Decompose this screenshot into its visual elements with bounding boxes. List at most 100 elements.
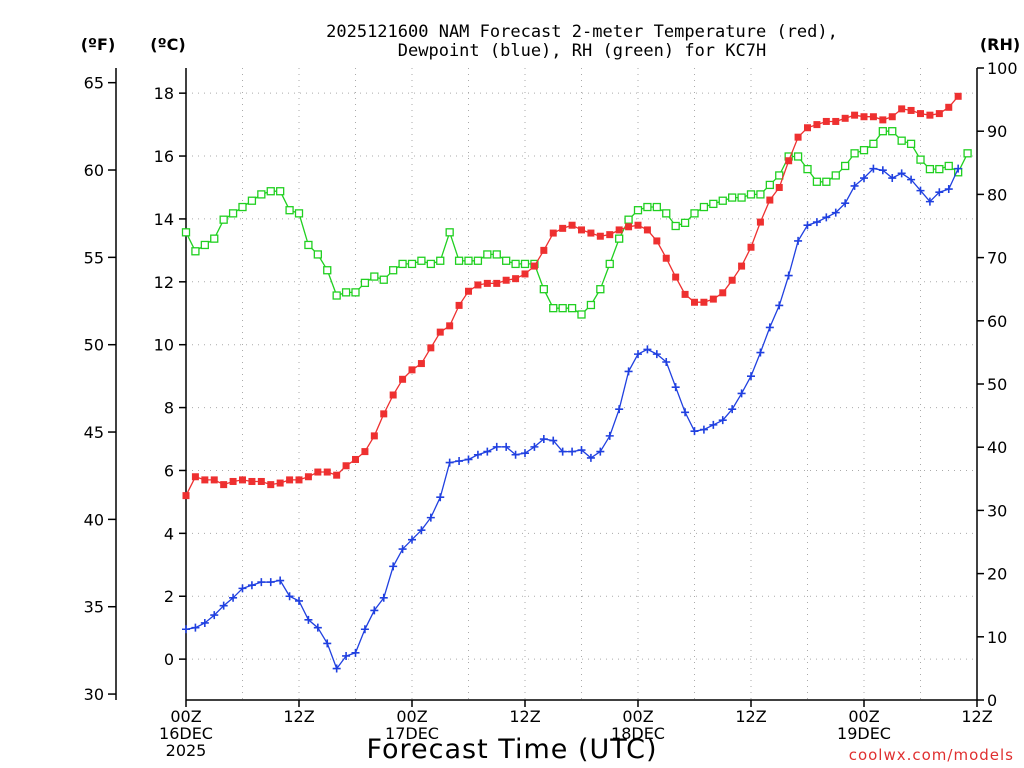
dewpoint-point: [200, 618, 209, 627]
dewpoint-point: [379, 593, 388, 602]
temperature-point: [220, 481, 228, 489]
dewpoint-point: [295, 596, 303, 605]
temperature-point: [738, 262, 746, 270]
rh-point: [718, 196, 727, 205]
x-tick-label: 17DEC: [385, 724, 439, 743]
rh-point: [596, 285, 605, 294]
x-tick-label: 12Z: [509, 707, 540, 726]
temperature-point: [389, 391, 397, 399]
rh-point: [822, 177, 831, 186]
dewpoint-point: [709, 420, 718, 429]
rh-point: [869, 139, 878, 148]
rh-tick-label: 50: [987, 375, 1007, 394]
temperature-point: [775, 183, 783, 191]
temperature-point: [606, 231, 614, 239]
dewpoint-point: [370, 606, 379, 615]
rh-point: [492, 250, 501, 259]
dewpoint-point: [389, 562, 398, 571]
dewpoint-point: [342, 651, 351, 660]
dewpoint-point: [558, 447, 567, 456]
axes: 30 35 40 45 50 55 60 65 0 2 4 6 8 10 12 14 16 18 0 10 20 30 40…: [84, 59, 1018, 760]
dewpoint-point: [699, 425, 708, 434]
x-tick-label: 12Z: [735, 707, 766, 726]
fahrenheit-tick-label: 35: [84, 598, 104, 617]
rh-point: [511, 259, 520, 269]
temperature-point: [540, 246, 548, 254]
x-tick-label: 00Z: [622, 707, 653, 726]
celsius-tick-label: 10: [154, 336, 174, 355]
dewpoint-point: [916, 186, 925, 195]
temperature-point: [756, 218, 764, 226]
rh-point: [624, 215, 633, 224]
celsius-tick-label: 0: [164, 650, 174, 669]
rh-point: [605, 259, 614, 269]
dewpoint-point: [360, 625, 369, 634]
rh-point: [200, 240, 209, 250]
rh-point: [680, 218, 690, 227]
dewpoint-point: [652, 350, 661, 359]
rh-point: [586, 300, 596, 310]
temperature-point: [926, 111, 934, 119]
rh-point: [238, 202, 247, 212]
temperature-point: [201, 476, 209, 484]
dewpoint-point: [398, 545, 407, 554]
rh-point: [370, 272, 379, 281]
temperature-point: [521, 270, 529, 278]
dewpoint-point: [775, 301, 784, 310]
rh-point: [445, 228, 454, 237]
temperature-point: [417, 360, 425, 368]
temperature-point: [907, 106, 915, 114]
rh-tick-label: 70: [987, 249, 1007, 268]
fahrenheit-tick-label: 45: [84, 423, 104, 442]
dewpoint-point: [436, 493, 445, 502]
dewpoint-point: [511, 450, 520, 459]
temperature-point: [483, 279, 491, 287]
dewpoint-point: [737, 389, 746, 398]
temperature-point: [323, 468, 331, 476]
dewpoint-point: [756, 348, 765, 357]
dewpoint-point: [803, 221, 812, 230]
temperature-point: [304, 473, 312, 481]
rh-point: [765, 180, 774, 190]
fahrenheit-tick-label: 55: [84, 248, 104, 267]
dewpoint-point: [860, 174, 868, 183]
dewpoint-point: [408, 535, 416, 544]
rh-point: [341, 288, 351, 297]
rh-point: [633, 206, 643, 215]
dewpoint-point: [925, 197, 934, 206]
rh-point: [831, 171, 840, 180]
temperature-point: [239, 476, 246, 484]
rh-point: [210, 234, 219, 243]
temperature-point: [625, 223, 633, 231]
temperature-point: [549, 229, 557, 237]
rh-point: [473, 256, 483, 265]
dewpoint-point: [285, 592, 294, 601]
rh-point: [389, 266, 398, 275]
dewpoint-point: [747, 372, 755, 381]
rh-point: [756, 190, 765, 199]
unit-label-celsius: (ºC): [150, 35, 185, 54]
temperature-point: [747, 243, 755, 251]
temperature-point: [681, 290, 689, 298]
dewpoint-point: [238, 584, 247, 593]
rh-point: [615, 234, 624, 243]
dewpoint-point: [323, 639, 332, 648]
dewpoint-point: [954, 164, 963, 173]
dewpoint-point: [351, 648, 360, 657]
rh-point: [549, 304, 558, 313]
temperature-point: [333, 471, 341, 479]
dewpoint-line: [185, 167, 959, 670]
chart-title-line2: Dewpoint (blue), RH (green) for KC7H: [398, 41, 766, 61]
dewpoint-point: [841, 199, 850, 208]
rh-tick-label: 60: [987, 312, 1007, 331]
dewpoint-point: [473, 450, 482, 459]
rh-point: [417, 256, 426, 265]
rh-point: [567, 304, 577, 313]
rh-point: [850, 149, 859, 158]
dewpoint-point: [605, 431, 614, 440]
temperature-point: [813, 121, 821, 129]
rh-point: [266, 187, 275, 196]
watermark: coolwx.com/models: [849, 746, 1014, 764]
temperature-point: [785, 157, 793, 165]
